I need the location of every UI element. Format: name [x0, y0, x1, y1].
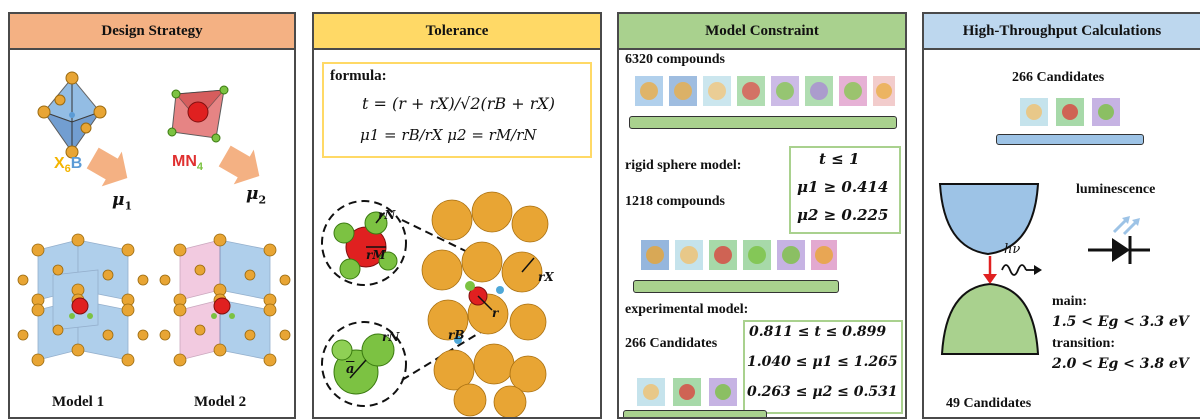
- shelf-266: [623, 410, 767, 417]
- model-constraint-panel: Model Constraint 6320 compounds rigid sp…: [617, 12, 907, 419]
- label-rN2: rN: [382, 330, 400, 344]
- x6b-octahedron-icon: [37, 71, 107, 159]
- structure-row-266: [637, 378, 737, 406]
- design-strategy-title: Design Strategy: [101, 22, 203, 39]
- htc-title: High-Throughput Calculations: [962, 22, 1162, 39]
- htc-shelf: [996, 134, 1144, 145]
- arrow-down-right-icon: [86, 147, 128, 187]
- rigid-sphere-label: rigid sphere model:: [625, 158, 742, 173]
- formula-box: [322, 62, 592, 158]
- htc-panel: High-Throughput Calculations 266 Candida…: [922, 12, 1200, 419]
- design-strategy-panel: Design Strategy X6B: [8, 12, 296, 419]
- n-sphere-zoom-circle: [321, 321, 407, 407]
- arrow-down-right-icon: [218, 145, 260, 185]
- structure-row-1218: [641, 240, 837, 270]
- model2-crystal-structure: [159, 233, 291, 367]
- tolerance-title: Tolerance: [425, 22, 489, 39]
- rigid-condition-2: μ1 ≥ 0.414: [797, 178, 889, 196]
- experimental-model-label: experimental model:: [625, 302, 749, 317]
- model2-label: Model 2: [194, 394, 247, 410]
- structure-row-6320: [635, 76, 895, 106]
- label-rN: rN: [378, 208, 396, 222]
- crystal-cluster: [421, 191, 549, 417]
- model1-crystal-structure: [17, 233, 149, 367]
- mn-sphere-zoom-circle: [321, 200, 407, 286]
- main-label: main:: [1052, 294, 1087, 309]
- mn4-tetrahedron-icon: [167, 85, 229, 143]
- transition-label: transition:: [1052, 336, 1115, 351]
- mu1-label: μ1: [112, 190, 133, 213]
- shelf-6320: [629, 116, 897, 129]
- transition-range: 2.0 < Eg < 3.8 eV: [1052, 356, 1189, 372]
- compounds-6320-label: 6320 compounds: [625, 52, 725, 67]
- luminescence-label: luminescence: [1076, 182, 1156, 197]
- photon-wave-icon: [1001, 264, 1042, 276]
- formula-tolerance: t = (r + rX)/√2(rB + rX): [362, 94, 556, 113]
- tolerance-header: Tolerance: [314, 14, 600, 50]
- model-constraint-title: Model Constraint: [705, 22, 819, 39]
- compounds-1218-label: 1218 compounds: [625, 194, 725, 209]
- formula-mu: μ1 = rB/rX μ2 = rM/rN: [360, 126, 537, 144]
- experimental-condition-1: 0.811 ≤ t ≤ 0.899: [749, 324, 887, 340]
- rigid-conditions-box: [789, 146, 901, 234]
- zoom-lines: [401, 219, 485, 381]
- formula-label: formula:: [330, 68, 387, 84]
- htc-candidates-266-label: 266 Candidates: [1012, 70, 1105, 85]
- label-rM: rM: [366, 248, 386, 262]
- label-a: a: [346, 362, 355, 377]
- x6b-label: X6B: [54, 155, 83, 176]
- mn4-label: MN4: [172, 153, 204, 174]
- model1-label: Model 1: [52, 394, 105, 410]
- model-constraint-header: Model Constraint: [619, 14, 905, 50]
- experimental-condition-3: 0.263 ≤ μ2 ≤ 0.531: [747, 384, 898, 400]
- experimental-conditions-box: [743, 320, 903, 414]
- experimental-condition-2: 1.040 ≤ μ1 ≤ 1.265: [747, 354, 898, 370]
- label-rB: rB: [448, 328, 465, 342]
- tolerance-panel: Tolerance formula: t = (r + rX)/√2(rB + …: [312, 12, 602, 419]
- design-strategy-header: Design Strategy: [10, 14, 294, 50]
- shelf-1218: [633, 280, 839, 293]
- mu2-label: μ2: [246, 184, 267, 207]
- label-r: r: [492, 306, 499, 320]
- htc-header: High-Throughput Calculations: [924, 14, 1200, 50]
- htc-structure-row-266: [1020, 98, 1120, 126]
- main-range: 1.5 < Eg < 3.3 eV: [1052, 314, 1189, 330]
- label-rX: rX: [538, 270, 554, 284]
- candidates-266-label: 266 Candidates: [625, 336, 718, 351]
- rigid-condition-1: t ≤ 1: [819, 150, 860, 168]
- rigid-condition-3: μ2 ≥ 0.225: [797, 206, 889, 224]
- hv-label: hν: [1004, 242, 1021, 257]
- candidates-49-label: 49 Candidates: [946, 396, 1032, 411]
- band-gap-diagram: [938, 183, 1040, 355]
- led-diode-icon: [1088, 216, 1150, 264]
